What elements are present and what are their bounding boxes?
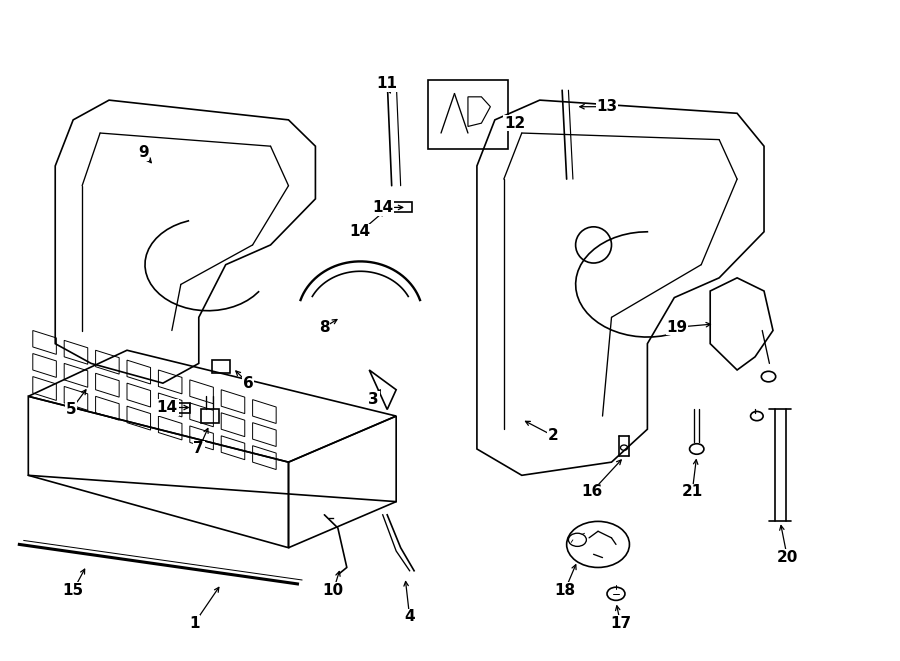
Text: 17: 17 bbox=[610, 616, 631, 631]
Text: 14: 14 bbox=[157, 400, 178, 415]
Text: 9: 9 bbox=[138, 145, 148, 160]
Text: 4: 4 bbox=[404, 609, 415, 625]
Text: 14: 14 bbox=[372, 200, 393, 215]
Text: 8: 8 bbox=[320, 320, 329, 334]
Text: 2: 2 bbox=[548, 428, 559, 444]
Text: 10: 10 bbox=[323, 583, 344, 598]
Text: 5: 5 bbox=[66, 402, 77, 417]
Text: 12: 12 bbox=[504, 116, 526, 131]
Text: 16: 16 bbox=[581, 485, 602, 499]
Text: 7: 7 bbox=[194, 442, 204, 457]
Text: 6: 6 bbox=[243, 375, 254, 391]
Text: 13: 13 bbox=[597, 99, 617, 114]
Text: 14: 14 bbox=[350, 224, 371, 239]
Text: 11: 11 bbox=[377, 76, 398, 91]
Text: 21: 21 bbox=[681, 485, 703, 499]
Text: 15: 15 bbox=[63, 583, 84, 598]
Text: 20: 20 bbox=[777, 550, 798, 565]
Text: 19: 19 bbox=[666, 320, 688, 334]
Text: 1: 1 bbox=[189, 616, 200, 631]
Text: 18: 18 bbox=[554, 583, 575, 598]
Text: 3: 3 bbox=[368, 392, 379, 407]
